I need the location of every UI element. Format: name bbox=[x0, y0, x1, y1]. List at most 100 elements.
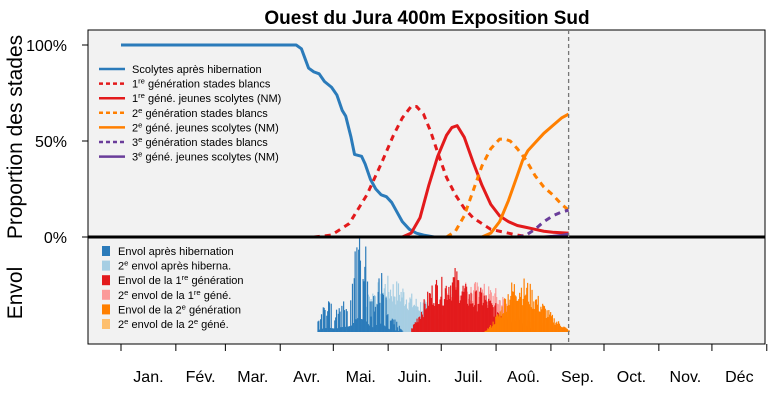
flight-bar bbox=[455, 289, 457, 332]
y-tick-label: 100% bbox=[26, 38, 67, 55]
month-label: Avr. bbox=[293, 369, 320, 386]
x-axis-ticks: Jan. Fév. Mar. Avr. Mai. Juin. Juil. Aoû. Sep. Oc… bbox=[120, 344, 768, 386]
flight-bar bbox=[340, 327, 342, 332]
legend-swatch bbox=[102, 246, 110, 256]
flight-bar bbox=[415, 298, 417, 332]
flight-bar bbox=[515, 296, 517, 332]
flight-bar bbox=[337, 313, 339, 332]
flight-bar bbox=[348, 326, 350, 332]
flight-bar bbox=[440, 296, 442, 332]
flight-bar bbox=[350, 300, 352, 332]
flight-bar bbox=[406, 308, 408, 332]
flight-bar bbox=[319, 329, 321, 332]
flight-bar bbox=[562, 327, 564, 332]
flight-bar bbox=[393, 324, 395, 332]
flight-bar bbox=[489, 300, 492, 332]
flight-bar bbox=[505, 311, 507, 332]
flight-bar bbox=[552, 322, 554, 332]
flight-bar bbox=[425, 309, 427, 332]
flight-bar bbox=[532, 308, 534, 332]
flight-bar bbox=[341, 305, 343, 332]
flight-bar bbox=[411, 328, 413, 332]
flight-bar bbox=[326, 315, 328, 332]
month-label: Déc bbox=[725, 369, 753, 386]
flight-bar bbox=[449, 299, 451, 332]
flight-bar bbox=[358, 238, 361, 332]
flight-bar bbox=[433, 303, 435, 332]
flight-bar bbox=[370, 316, 372, 332]
flight-bar bbox=[518, 299, 520, 332]
flight-bar bbox=[498, 314, 500, 332]
flight-bar bbox=[564, 327, 566, 332]
flight-bar bbox=[534, 309, 536, 332]
flight-bar bbox=[563, 326, 565, 332]
flight-bar bbox=[435, 284, 437, 332]
flight-bar bbox=[487, 307, 489, 332]
flight-bar bbox=[367, 294, 369, 332]
flight-bar bbox=[503, 312, 505, 332]
flight-bar bbox=[528, 304, 530, 332]
flight-bar bbox=[410, 299, 412, 332]
flight-bar bbox=[404, 305, 406, 332]
flight-bar bbox=[544, 308, 546, 332]
flight-bar bbox=[465, 283, 467, 332]
flight-bar bbox=[463, 291, 465, 332]
flight-bar bbox=[369, 301, 371, 332]
flight-bar bbox=[394, 296, 396, 332]
flight-bar bbox=[559, 325, 561, 332]
flight-bar bbox=[357, 318, 359, 332]
flight-bar bbox=[376, 304, 378, 332]
month-label: Mai. bbox=[346, 369, 376, 386]
flight-bar bbox=[486, 330, 488, 332]
flight-bar bbox=[520, 287, 523, 332]
flight-bar bbox=[392, 284, 394, 332]
flight-bar bbox=[444, 288, 446, 332]
month-label: Aoû. bbox=[507, 369, 540, 386]
flight-bar bbox=[327, 311, 329, 332]
flight-bar bbox=[401, 330, 403, 332]
flight-bar bbox=[347, 326, 349, 332]
legend-label: 3e génération stades blancs bbox=[132, 135, 268, 150]
legend-label: 2e géné. jeunes scolytes (NM) bbox=[132, 120, 279, 135]
flight-bar bbox=[468, 294, 470, 332]
flight-bar bbox=[452, 277, 454, 332]
flight-bar bbox=[412, 305, 415, 332]
flight-bar bbox=[343, 301, 345, 332]
flight-bar bbox=[542, 303, 544, 332]
flight-bar bbox=[469, 303, 471, 332]
flight-bar bbox=[475, 290, 477, 332]
flight-bar bbox=[366, 306, 368, 332]
flight-bar bbox=[558, 321, 560, 332]
legend-swatch bbox=[102, 260, 110, 271]
y-tick-label: 50% bbox=[35, 134, 67, 151]
flight-bar bbox=[396, 281, 398, 332]
flight-bar bbox=[389, 289, 392, 332]
legend-label: 2e génération stades blancs bbox=[132, 105, 268, 120]
flight-bar bbox=[502, 313, 504, 332]
flight-bar bbox=[365, 246, 367, 332]
flight-bar bbox=[361, 319, 363, 332]
flight-bar bbox=[493, 316, 495, 332]
flight-bar bbox=[441, 276, 443, 332]
flight-bar bbox=[511, 282, 513, 332]
flight-bar bbox=[450, 285, 452, 332]
flight-bar bbox=[493, 324, 495, 332]
flight-bar bbox=[392, 319, 394, 332]
flight-bar bbox=[397, 327, 399, 332]
flight-bar bbox=[547, 317, 549, 332]
flight-bar bbox=[431, 285, 433, 332]
flight-bar bbox=[345, 309, 347, 332]
flight-bar bbox=[492, 307, 494, 332]
flight-bar bbox=[427, 291, 429, 332]
flight-bar bbox=[484, 330, 486, 332]
flight-bar bbox=[490, 327, 492, 332]
flight-bar bbox=[408, 302, 410, 332]
flight-bar bbox=[489, 325, 492, 332]
legend-label: 3e géné. jeunes scolytes (NM) bbox=[132, 149, 279, 164]
flight-bar bbox=[514, 295, 516, 332]
flight-bar bbox=[338, 308, 340, 332]
flight-bar bbox=[473, 305, 476, 332]
flight-bar bbox=[527, 282, 529, 332]
flight-bar bbox=[533, 301, 535, 332]
